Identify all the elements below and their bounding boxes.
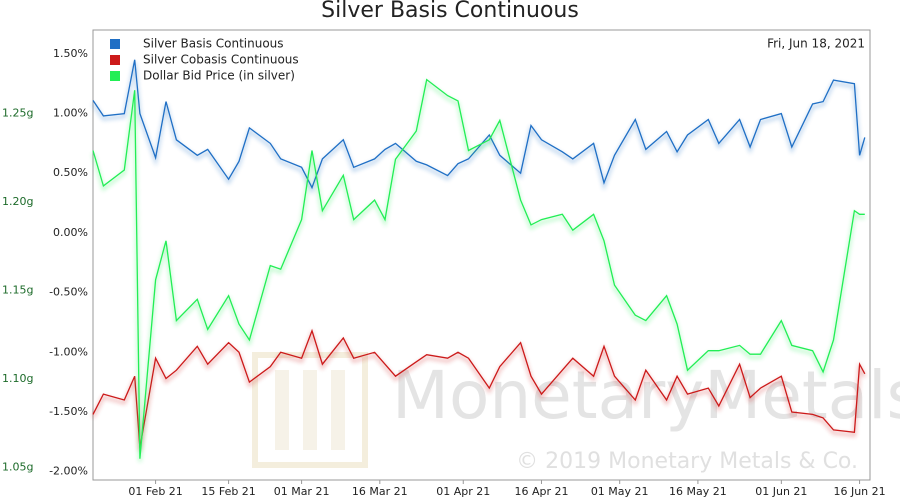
x-tick-label: 16 Apr 21 xyxy=(514,485,568,498)
y-tick-label: -0.50% xyxy=(49,286,88,299)
legend-swatch xyxy=(110,71,120,81)
y-tick-label: 1.50% xyxy=(53,47,88,60)
legend-swatch xyxy=(110,55,120,65)
legend-label: Dollar Bid Price (in silver) xyxy=(143,69,295,83)
watermark-logo xyxy=(252,352,368,468)
legend-label: Silver Cobasis Continuous xyxy=(143,53,299,67)
y-tick-label: 1.00% xyxy=(53,107,88,120)
x-tick-label: 16 Jun 21 xyxy=(833,485,885,498)
chart-title: Silver Basis Continuous xyxy=(321,0,579,23)
y-tick-label: 0.00% xyxy=(53,226,88,239)
x-tick-label: 01 Mar 21 xyxy=(274,485,330,498)
y-tick-label: 0.50% xyxy=(53,166,88,179)
y2-tick-label: 1.15g xyxy=(2,283,33,296)
copyright: © 2019 Monetary Metals & Co. xyxy=(516,449,858,474)
y-tick-label: -2.00% xyxy=(49,465,88,478)
y2-tick-label: 1.20g xyxy=(2,195,33,208)
plot-frame xyxy=(92,29,871,481)
x-tick-label: 16 Mar 21 xyxy=(352,485,408,498)
x-tick-label: 01 Apr 21 xyxy=(436,485,490,498)
line-shadow xyxy=(91,329,867,452)
y2-tick-label: 1.10g xyxy=(2,372,33,385)
y2-tick-label: 1.25g xyxy=(2,106,33,119)
legend-label: Silver Basis Continuous xyxy=(143,37,284,51)
y2-tick-label: 1.05g xyxy=(2,461,33,474)
x-tick-label: 01 May 21 xyxy=(591,485,649,498)
x-tick-label: 01 Feb 21 xyxy=(128,485,182,498)
y-tick-label: -1.50% xyxy=(49,405,88,418)
x-tick-label: 16 May 21 xyxy=(669,485,727,498)
line-shadow xyxy=(91,79,865,462)
x-tick-label: 01 Jun 21 xyxy=(755,485,807,498)
x-tick-label: 15 Feb 21 xyxy=(201,485,255,498)
y-tick-label: -1.00% xyxy=(49,345,88,358)
date-label: Fri, Jun 18, 2021 xyxy=(767,37,865,51)
line xyxy=(92,78,865,459)
legend-swatch xyxy=(110,39,120,49)
line-shadow xyxy=(91,62,867,195)
line xyxy=(92,328,866,448)
